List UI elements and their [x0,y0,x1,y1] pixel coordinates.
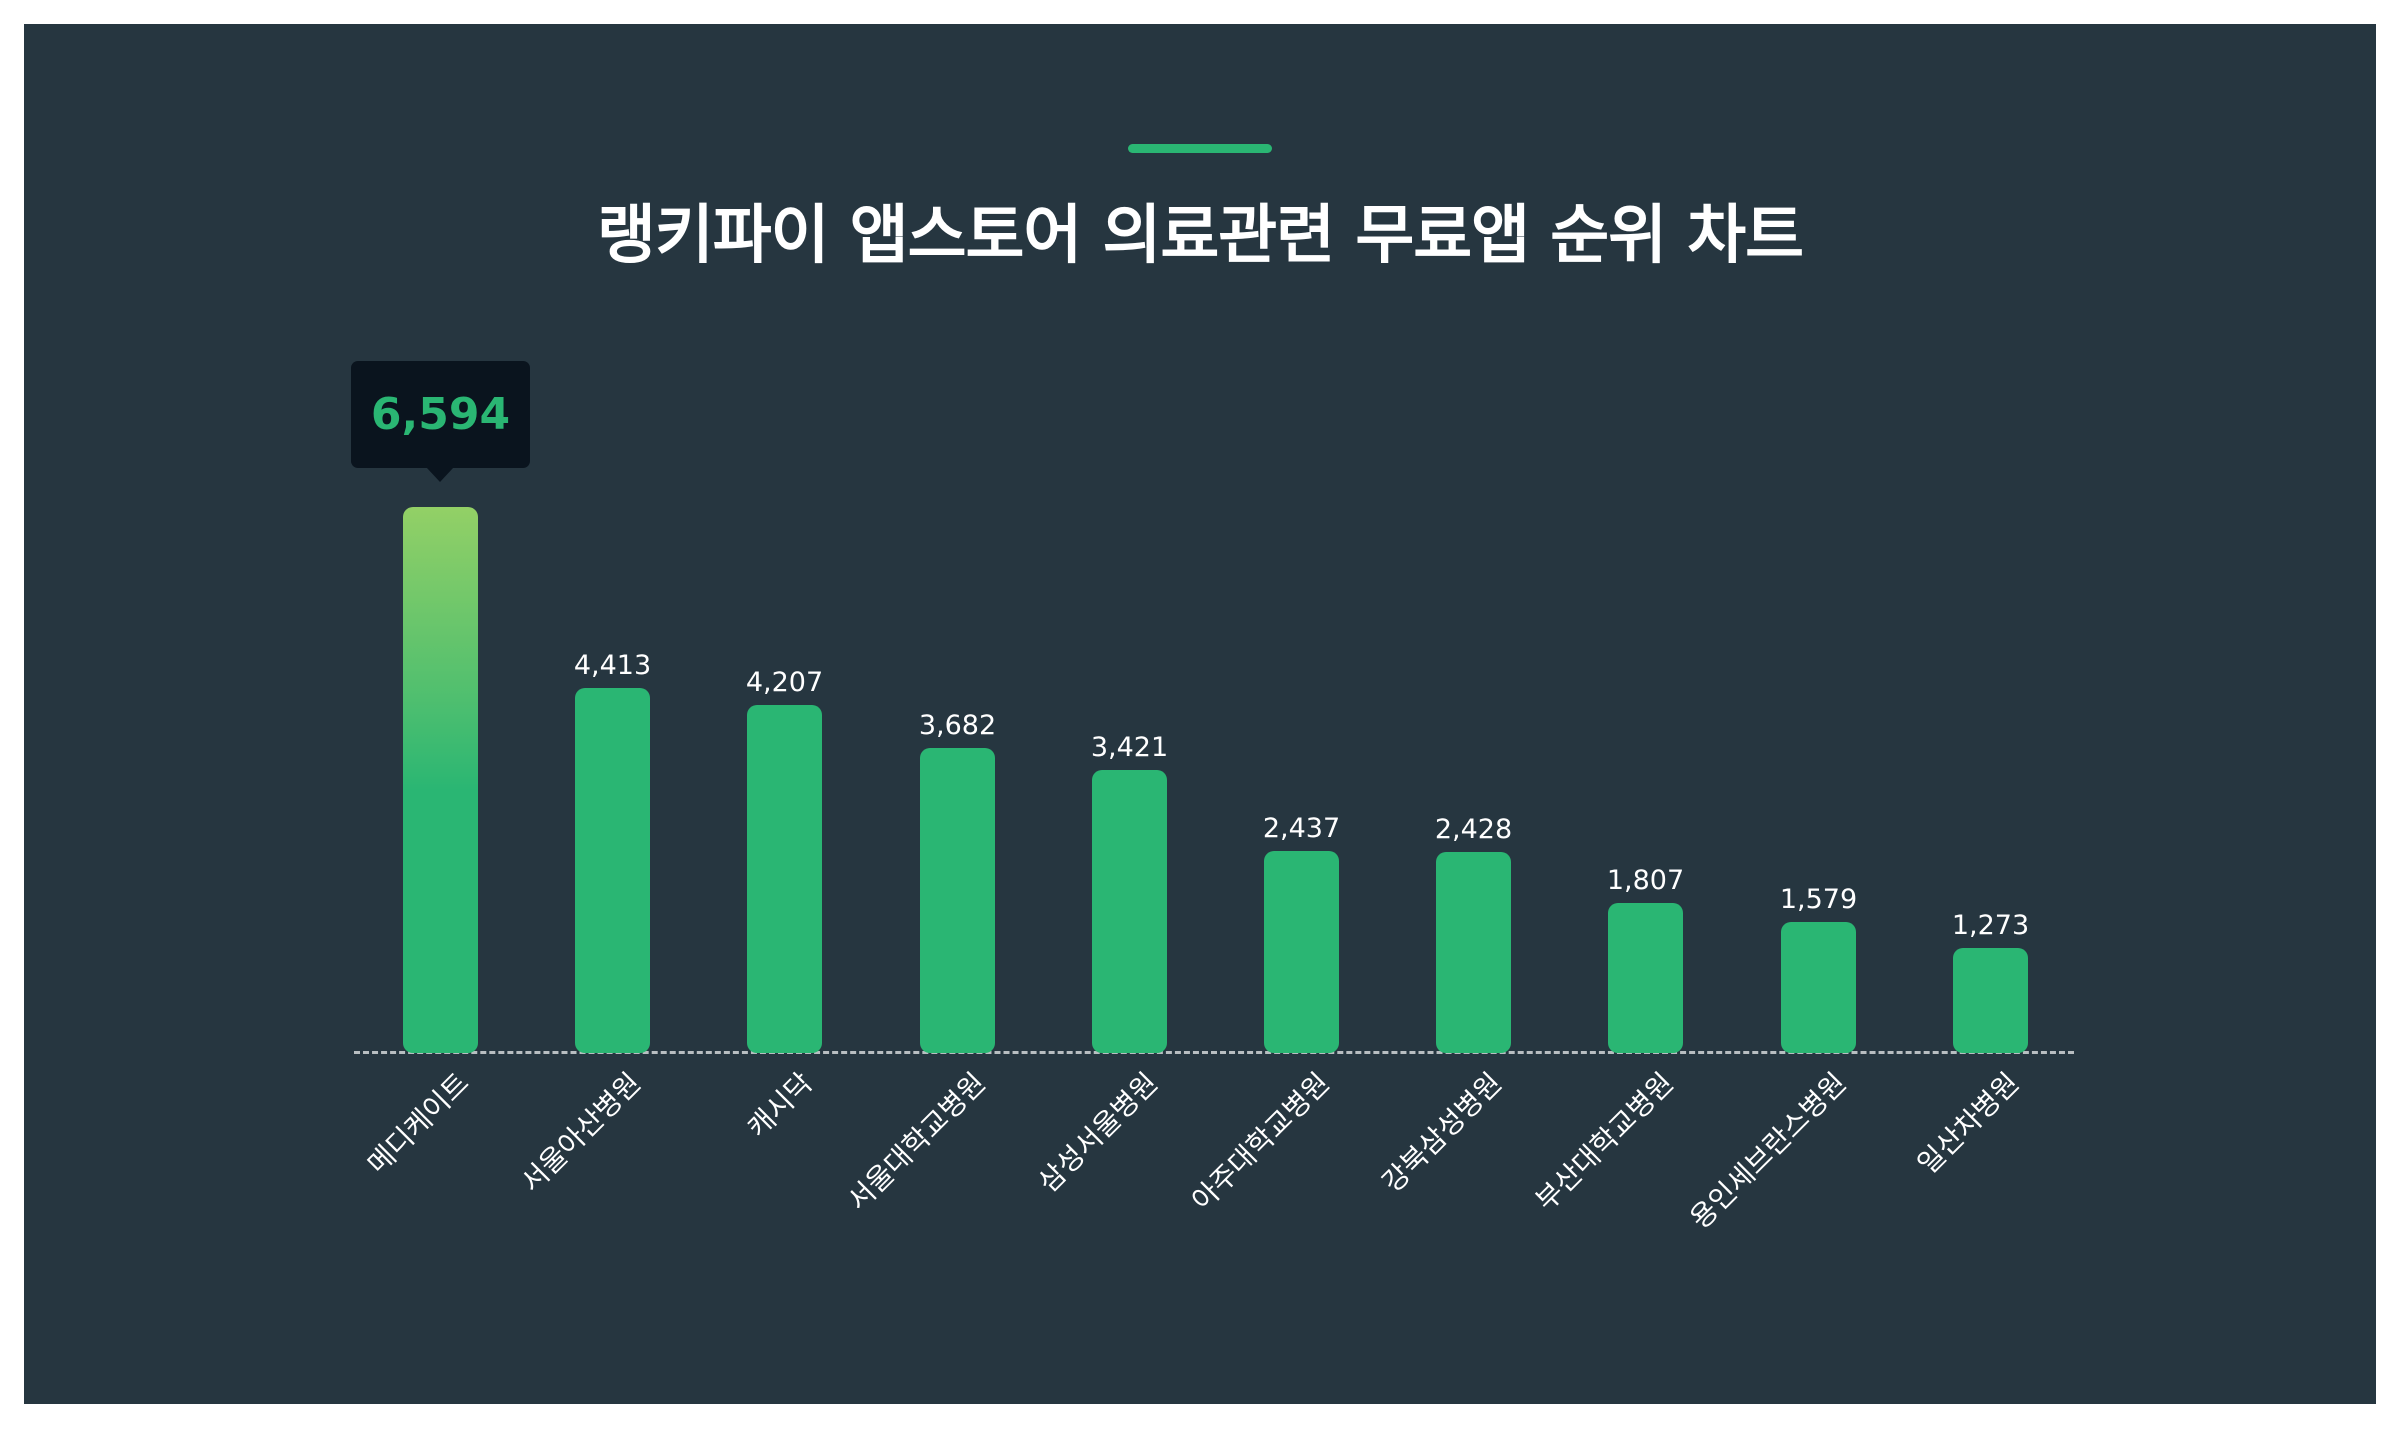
bar-value-label: 4,207 [745,667,824,698]
bar-value-label: 4,413 [573,650,652,681]
bar-value-label: 2,428 [1434,814,1513,845]
x-axis-category-label: 메디케이트 [360,1066,476,1181]
bar[interactable] [747,705,822,1053]
x-axis-category-label: 서울아산병원 [514,1066,648,1199]
bar-value-label: 1,807 [1606,865,1685,896]
bar-value-label: 1,273 [1951,910,2030,941]
bar[interactable] [403,507,478,1053]
bar[interactable] [1264,851,1339,1053]
x-axis-category-label: 강북삼성병원 [1375,1066,1509,1199]
x-axis-category-label: 부산대학교병원 [1529,1066,1681,1218]
bar-value-label: 3,682 [918,710,997,741]
title-accent-line [1128,144,1272,153]
x-axis-category-label: 서울대학교병원 [841,1066,993,1218]
x-axis-category-label: 일산차병원 [1910,1066,2026,1181]
value-tooltip: 6,594 [351,361,530,468]
bar-value-label: 2,437 [1262,813,1341,844]
x-axis-category-label: 아주대학교병원 [1185,1066,1337,1218]
x-axis-category-label: 캐시닥 [741,1066,820,1145]
bar[interactable] [1953,948,2028,1053]
baseline-axis [354,1051,2074,1054]
chart-title: 랭키파이 앱스토어 의료관련 무료앱 순위 차트 [596,199,1804,273]
tooltip-arrow-icon [426,467,454,482]
bar[interactable] [575,688,650,1053]
x-axis-category-label: 삼성서울병원 [1031,1066,1165,1199]
bar[interactable] [920,748,995,1053]
tooltip-value: 6,594 [370,388,511,440]
bar-value-label: 3,421 [1090,732,1169,763]
bar[interactable] [1781,922,1856,1053]
bar[interactable] [1092,770,1167,1053]
x-axis-category-label: 용인세브란스병원 [1684,1066,1854,1236]
bar[interactable] [1608,903,1683,1053]
bar-value-label: 1,579 [1779,884,1858,915]
bar[interactable] [1436,852,1511,1053]
